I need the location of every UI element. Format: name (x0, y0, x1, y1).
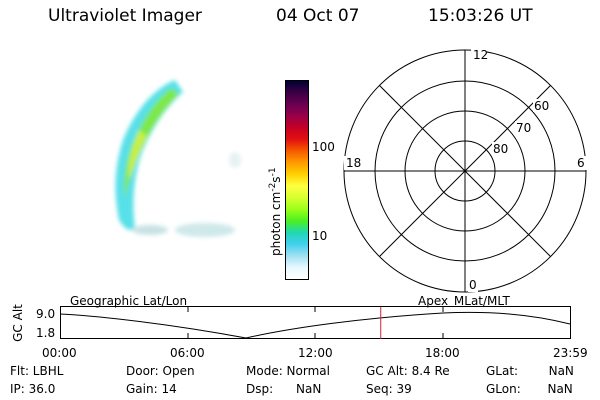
date-label: 04 Oct 07 (276, 6, 360, 26)
mlt-label-0: 0 (469, 278, 477, 292)
timeline-right-title: Apex MLat/MLT (418, 294, 510, 308)
colorbar (285, 80, 309, 280)
info-mode: Mode: Normal (246, 364, 330, 378)
colorbar-unit-label: photon cm-2s-1 (268, 167, 283, 256)
info-glon: GLon: NaN (486, 382, 573, 396)
timeline-plot (60, 306, 571, 339)
info-glat: GLat: NaN (486, 364, 574, 378)
info-ip: IP: 36.0 (10, 382, 56, 396)
app-title: Ultraviolet Imager (48, 6, 202, 26)
info-gain: Gain: 14 (126, 382, 177, 396)
polar-plot: 12 18 6 0 60 70 80 (343, 48, 588, 293)
timeline-y-top: 9.0 (36, 307, 56, 321)
timeline-tick-0000: 00:00 (42, 346, 77, 360)
lat-label-60: 60 (534, 99, 549, 113)
timeline-y-label: GC Alt (11, 304, 25, 342)
polar-diagonal-2 (379, 85, 551, 257)
time-label: 15:03:26 UT (428, 6, 533, 26)
info-filter: Flt: LBHL (10, 364, 64, 378)
timeline-y-bottom: 1.8 (36, 326, 56, 340)
altitude-curve (60, 311, 571, 339)
info-door: Door: Open (126, 364, 195, 378)
info-dsp: Dsp: NaN (246, 382, 322, 396)
mlt-label-18: 18 (346, 156, 361, 170)
timeline-tick-1200: 12:00 (298, 346, 333, 360)
timeline-tick-2359: 23:59 (553, 346, 588, 360)
info-gc-alt: GC Alt: 8.4 Re (366, 364, 450, 378)
timeline-tick-0600: 06:00 (170, 346, 205, 360)
colorbar-gradient (286, 81, 308, 279)
lat-label-70: 70 (516, 121, 531, 135)
aurora-oval (115, 80, 241, 237)
timeline-left-title: Geographic Lat/Lon (70, 294, 188, 308)
colorbar-tick-100: 100 (312, 140, 335, 154)
mlt-label-12: 12 (473, 48, 488, 62)
lat-label-80: 80 (493, 142, 508, 156)
mlt-label-6: 6 (577, 156, 585, 170)
auroral-image (115, 80, 241, 237)
colorbar-tick-10: 10 (312, 229, 328, 243)
info-seq: Seq: 39 (366, 382, 412, 396)
timeline-tick-1800: 18:00 (425, 346, 460, 360)
